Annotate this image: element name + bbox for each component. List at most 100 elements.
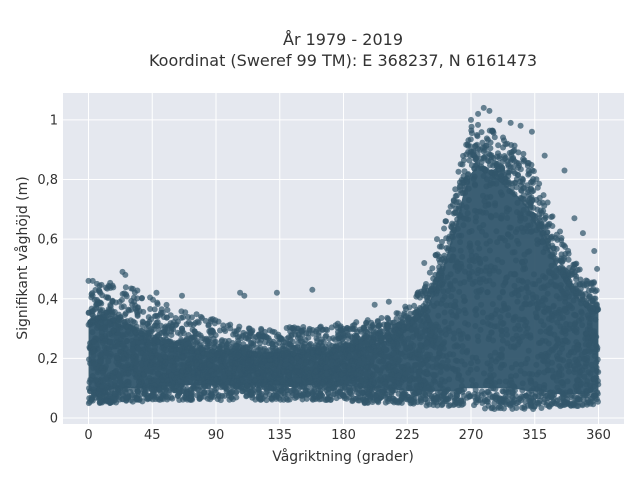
data-point: [418, 342, 425, 349]
data-point: [435, 312, 442, 319]
data-point: [341, 383, 348, 390]
data-point: [441, 378, 448, 385]
data-point: [534, 219, 541, 226]
data-point: [478, 301, 485, 308]
data-point: [257, 339, 264, 346]
data-point: [160, 328, 167, 335]
data-point: [506, 224, 513, 231]
data-point: [266, 368, 273, 375]
data-point: [489, 127, 496, 134]
data-point: [572, 356, 579, 363]
data-point: [139, 398, 146, 405]
data-point: [401, 390, 408, 397]
data-point: [570, 297, 577, 304]
data-point: [443, 365, 450, 372]
data-point: [574, 266, 581, 273]
data-point: [567, 389, 574, 396]
data-point: [576, 290, 583, 297]
data-point: [528, 228, 535, 235]
data-point: [196, 394, 203, 401]
data-point: [509, 249, 516, 256]
data-point: [531, 403, 538, 410]
data-point: [500, 134, 507, 141]
data-point: [255, 386, 262, 393]
data-point: [516, 338, 523, 345]
data-point: [587, 370, 594, 377]
data-point: [413, 326, 420, 333]
data-point: [518, 305, 525, 312]
data-point: [106, 393, 113, 400]
data-point: [161, 373, 168, 380]
data-point: [97, 352, 104, 358]
data-point: [331, 336, 338, 343]
data-point: [447, 302, 454, 309]
data-point: [487, 374, 494, 381]
data-point: [200, 384, 207, 391]
data-point: [429, 265, 436, 272]
data-point: [127, 388, 134, 395]
data-point: [399, 335, 406, 342]
data-point: [510, 163, 517, 170]
data-point: [452, 277, 459, 284]
data-point: [235, 326, 242, 333]
data-point: [304, 352, 311, 359]
data-point: [479, 309, 486, 316]
data-point: [468, 162, 475, 169]
data-point: [504, 177, 511, 184]
data-point: [511, 191, 518, 198]
data-point: [99, 292, 106, 299]
data-point: [452, 263, 459, 270]
data-point: [545, 268, 552, 275]
data-point: [464, 335, 471, 342]
data-point: [521, 251, 528, 258]
data-point: [487, 352, 494, 359]
data-point: [487, 263, 494, 270]
data-point: [592, 316, 599, 323]
data-point: [552, 259, 559, 266]
data-point: [398, 351, 405, 358]
data-point: [383, 325, 390, 332]
data-point: [226, 365, 233, 372]
data-point: [512, 372, 519, 379]
data-point: [549, 213, 556, 220]
data-point: [589, 311, 596, 318]
data-point: [244, 343, 251, 350]
data-point: [357, 373, 364, 380]
data-point: [478, 392, 485, 399]
data-point: [482, 232, 489, 239]
data-point: [249, 392, 256, 399]
data-point: [293, 355, 300, 362]
data-point: [466, 263, 473, 270]
data-point: [593, 301, 600, 308]
data-point: [558, 389, 565, 396]
data-point: [465, 369, 472, 376]
data-point: [98, 281, 105, 288]
data-point: [522, 360, 529, 367]
data-point: [495, 142, 502, 149]
data-point: [506, 188, 513, 195]
data-point: [548, 400, 555, 407]
data-point: [283, 324, 290, 331]
data-point: [228, 359, 235, 366]
data-point: [93, 342, 100, 349]
data-point: [486, 270, 493, 277]
data-point: [499, 259, 506, 266]
data-point: [457, 247, 464, 254]
data-point: [315, 348, 322, 355]
data-point: [552, 344, 559, 351]
data-point: [439, 401, 446, 408]
data-point: [506, 206, 513, 213]
data-point: [390, 350, 397, 357]
data-point: [453, 192, 460, 199]
data-point: [409, 352, 416, 359]
data-point: [121, 290, 128, 297]
data-point: [430, 377, 437, 384]
data-point: [86, 356, 93, 363]
data-point: [508, 380, 515, 387]
data-point: [280, 339, 287, 346]
data-point: [485, 150, 492, 157]
data-point: [312, 393, 319, 400]
data-point: [512, 361, 519, 368]
data-point: [440, 288, 447, 295]
data-point: [292, 392, 299, 399]
